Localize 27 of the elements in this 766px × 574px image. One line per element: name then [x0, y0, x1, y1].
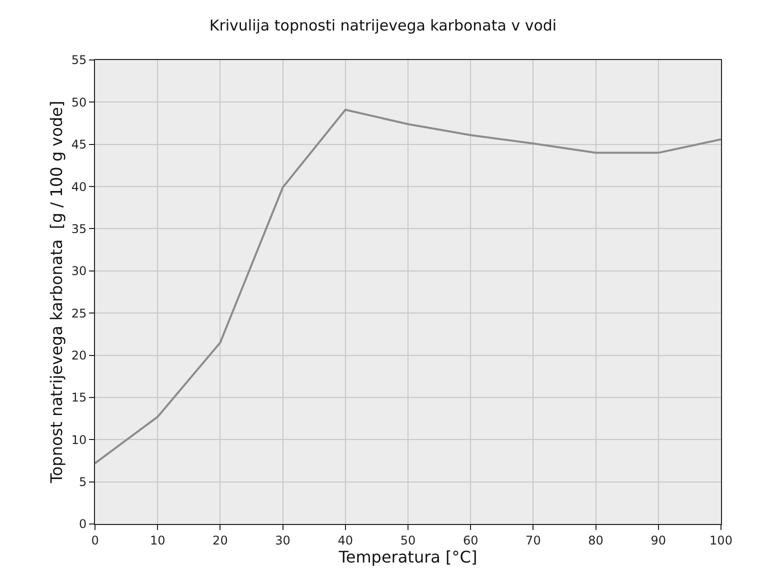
y-tick-label: 35 [71, 222, 87, 236]
y-tick-label: 40 [71, 180, 87, 194]
x-tick-label: 10 [150, 533, 166, 548]
y-tick-label: 55 [71, 53, 87, 68]
y-tick-label: 25 [71, 306, 87, 320]
y-tick-label: 30 [71, 264, 87, 278]
chart-title: Krivulija topnosti natrijevega karbonata v vodi [209, 16, 557, 35]
y-tick-label: 15 [71, 390, 87, 405]
x-tick-label: 0 [91, 533, 99, 548]
x-tick-label: 100 [710, 533, 732, 548]
x-tick-label: 30 [275, 533, 290, 548]
x-axis-title: Temperatura [°C] [338, 547, 478, 566]
y-axis-title: Topnost natrijevega karbonata [g / 100 g vode] [47, 100, 66, 484]
y-tick-label: 45 [71, 138, 87, 152]
x-tick-label: 90 [650, 533, 666, 548]
x-tick-label: 70 [526, 533, 541, 548]
x-tick-label: 20 [212, 533, 228, 548]
line-series [95, 108, 721, 464]
x-tick-label: 60 [462, 533, 478, 548]
y-tick-label: 20 [71, 348, 87, 362]
x-tick-label: 40 [338, 533, 354, 548]
x-tick-label: 80 [588, 533, 604, 548]
y-tick-label: 5 [78, 475, 87, 490]
x-tick-label: 50 [400, 533, 416, 548]
y-tick-label: 10 [71, 432, 87, 447]
y-tick-label: 0 [78, 517, 87, 532]
y-tick-label: 50 [71, 95, 87, 110]
